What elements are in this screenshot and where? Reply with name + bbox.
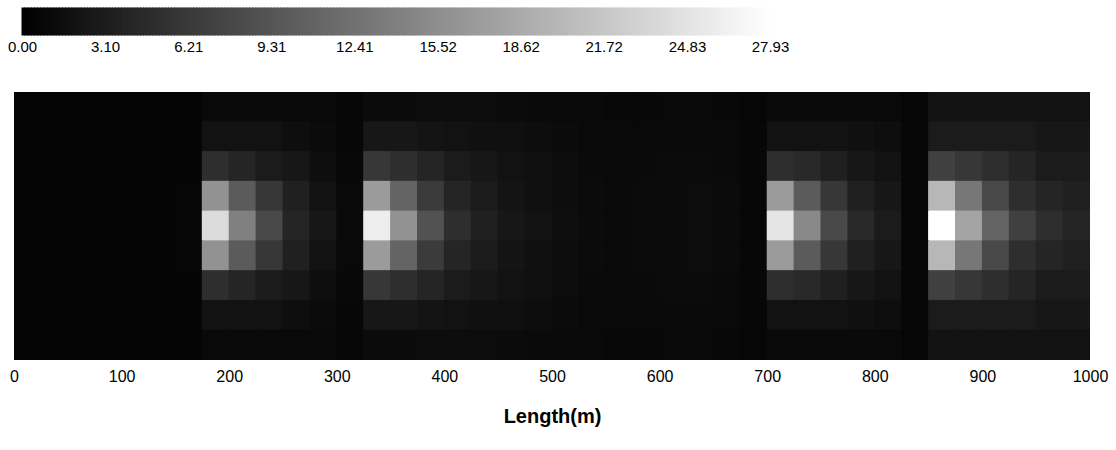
svg-text:100: 100 bbox=[109, 368, 136, 385]
svg-text:21.72: 21.72 bbox=[585, 38, 623, 55]
svg-text:900: 900 bbox=[970, 368, 997, 385]
svg-text:3.10: 3.10 bbox=[91, 38, 120, 55]
svg-text:18.62: 18.62 bbox=[502, 38, 540, 55]
svg-text:300: 300 bbox=[324, 368, 351, 385]
svg-text:27.93: 27.93 bbox=[752, 38, 790, 55]
svg-text:700: 700 bbox=[754, 368, 781, 385]
svg-text:0: 0 bbox=[10, 368, 19, 385]
svg-text:200: 200 bbox=[216, 368, 243, 385]
svg-text:0.00: 0.00 bbox=[8, 38, 37, 55]
svg-text:15.52: 15.52 bbox=[419, 38, 457, 55]
svg-text:9.31: 9.31 bbox=[257, 38, 286, 55]
svg-text:500: 500 bbox=[539, 368, 566, 385]
svg-text:6.21: 6.21 bbox=[174, 38, 203, 55]
svg-text:800: 800 bbox=[862, 368, 889, 385]
svg-text:24.83: 24.83 bbox=[669, 38, 707, 55]
svg-text:Length(m): Length(m) bbox=[504, 405, 602, 427]
svg-text:600: 600 bbox=[647, 368, 674, 385]
svg-text:12.41: 12.41 bbox=[336, 38, 374, 55]
svg-text:400: 400 bbox=[432, 368, 459, 385]
svg-text:1000: 1000 bbox=[1073, 368, 1109, 385]
